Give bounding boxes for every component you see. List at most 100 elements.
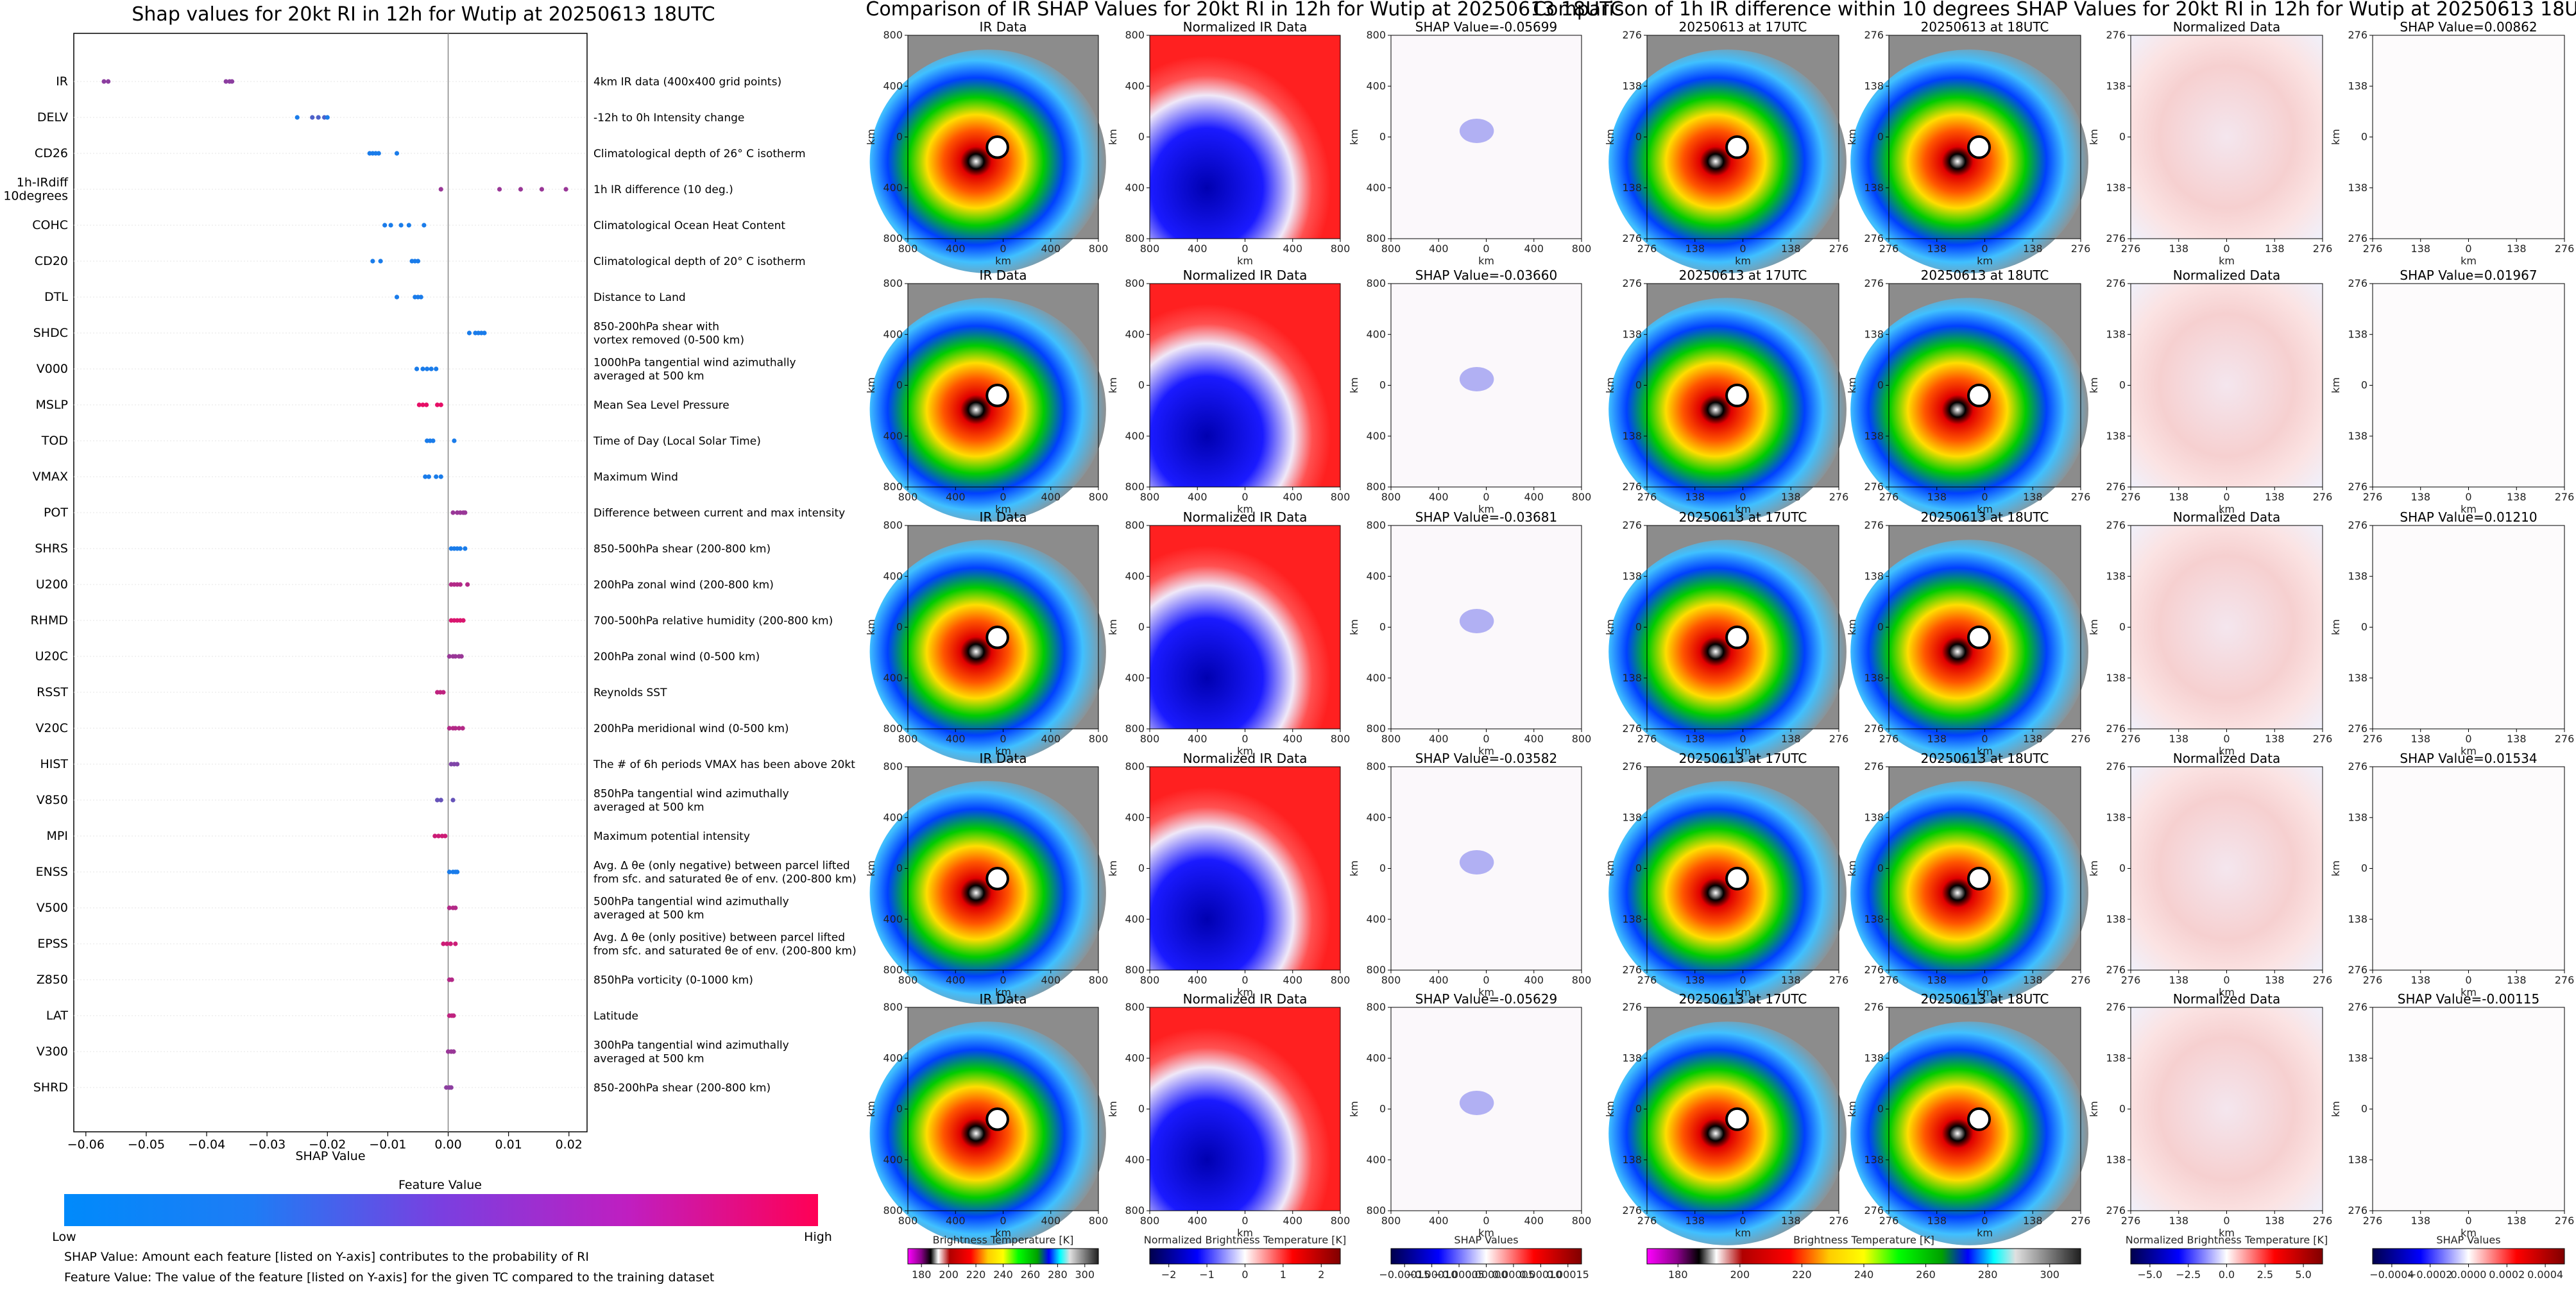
y-tick-label: 0 (1877, 131, 1884, 143)
ir-comparison-title: Comparison of IR SHAP Values for 20kt RI… (866, 0, 1623, 21)
y-axis-km-label: km (1604, 377, 1616, 393)
x-tick-label: 276 (2363, 974, 2383, 986)
x-tick-label: 138 (2265, 974, 2285, 986)
x-tick-label: 800 (1381, 1215, 1401, 1227)
y-tick-label: 138 (2106, 1154, 2126, 1166)
x-axis-km-label: km (2219, 503, 2235, 515)
y-axis-km-label: km (1604, 129, 1616, 145)
shap-point (438, 798, 443, 803)
x-tick-label: 0 (2223, 733, 2230, 745)
storm-eye (985, 135, 1009, 159)
panel-title: 20250613 at 17UTC (1679, 991, 1807, 1007)
x-tick-label: 800 (898, 974, 918, 986)
x-tick-label: 276 (1829, 974, 1849, 986)
y-axis-km-label: km (2088, 129, 2100, 145)
y-tick-label: 400 (1366, 80, 1386, 92)
x-axis-km-label: km (2461, 986, 2477, 998)
x-tick-label: 276 (1637, 491, 1657, 503)
y-tick-label: 800 (1125, 1204, 1145, 1216)
x-tick-label: 400 (1429, 243, 1449, 255)
x-tick-label: 0 (2223, 243, 2230, 255)
y-tick-label: 276 (1864, 964, 1884, 976)
normalized-diff-field (2131, 1007, 2323, 1211)
y-tick-label: 800 (883, 1001, 903, 1013)
feature-description: 850hPa vorticity (0-1000 km) (593, 974, 753, 987)
colorbar-tick-label: 5.0 (2295, 1268, 2311, 1281)
storm-eye (985, 626, 1009, 649)
feature-row: IR 4km IR data (400x400 grid points) (56, 74, 781, 89)
x-tick-label: 138 (1927, 733, 1947, 745)
x-tick-label: 800 (1381, 974, 1401, 986)
x-tick-label: 276 (1637, 243, 1657, 255)
normalized-ir-field (1150, 525, 1340, 729)
y-tick-label: 276 (2348, 481, 2367, 493)
y-tick-label: 138 (2348, 913, 2367, 925)
colorbar-tick-label: 180 (1668, 1268, 1688, 1281)
x-tick-label: 276 (2313, 733, 2333, 745)
ir-cloud-field (869, 781, 1106, 1005)
y-tick-label: 276 (2348, 277, 2367, 289)
colorbar-tick-label: −2.5 (2176, 1268, 2201, 1281)
x-tick-label: 138 (2410, 974, 2430, 986)
colorbar-high-label: High (804, 1230, 832, 1244)
panel-title: SHAP Value=-0.03660 (1415, 268, 1557, 283)
y-tick-label: 400 (1125, 1052, 1145, 1064)
x-tick-label: 400 (946, 491, 966, 503)
y-tick-label: 0 (1635, 131, 1642, 143)
colorbar-gradient (2372, 1248, 2565, 1265)
x-tick-label: 0 (1483, 974, 1489, 986)
feature-row: DTL Distance to Land (44, 290, 686, 304)
x-tick-label: 0 (1981, 974, 1988, 986)
x-tick-label: 138 (2265, 1215, 2285, 1227)
y-tick-label: 138 (1864, 811, 1884, 823)
x-axis-km-label: km (995, 503, 1011, 515)
feature-description: Maximum Wind (593, 471, 678, 484)
y-tick-label: 138 (1622, 913, 1642, 925)
y-axis-km-label: km (1846, 860, 1858, 876)
shap-summary-chart: Shap values for 20kt RI in 12h for Wutip… (3, 3, 856, 1285)
x-tick-label: 138 (2023, 243, 2043, 255)
y-tick-label: 400 (1366, 430, 1386, 442)
feature-row: V000 1000hPa tangential wind azimuthally a… (37, 357, 796, 383)
x-tick-label: 400 (1283, 243, 1302, 255)
shap-point (441, 690, 446, 695)
feature-value-note: Feature Value: The value of the feature … (64, 1270, 714, 1285)
ir-cloud-field (1850, 781, 2088, 1005)
x-tick-label: 400 (1524, 1215, 1544, 1227)
feature-name-label: V500 (37, 901, 68, 915)
y-tick-label: 138 (1622, 328, 1642, 340)
y-tick-label: 800 (883, 232, 903, 244)
feature-rows: IR 4km IR data (400x400 grid points) DELV -… (3, 74, 856, 1095)
x-tick-label: 800 (898, 733, 918, 745)
y-tick-label: 0 (1379, 862, 1386, 875)
x-tick-label: 400 (1429, 1215, 1449, 1227)
y-tick-label: 276 (2106, 1001, 2126, 1013)
colorbar-gradient (2130, 1248, 2323, 1265)
feature-description: Time of Day (Local Solar Time) (593, 435, 761, 448)
panel-title: Normalized Data (2173, 268, 2281, 283)
shap-point (450, 798, 456, 803)
x-tick-label: 138 (2023, 491, 2043, 503)
feature-name-label: CD20 (35, 254, 68, 268)
normalized-ir-field (1150, 284, 1340, 487)
colorbar-tick-label: −0.0004 (2369, 1268, 2414, 1281)
shap-point (441, 941, 446, 946)
x-tick-label: 800 (1572, 974, 1592, 986)
feature-row: V850 850hPa tangential wind azimuthally av… (37, 788, 789, 814)
colorbar-tick-label: 280 (1048, 1268, 1068, 1281)
shap-point (438, 187, 443, 192)
x-tick-label: 138 (2410, 1215, 2430, 1227)
feature-name-label: SHDC (33, 326, 68, 340)
y-axis-km-label: km (865, 1101, 877, 1117)
y-tick-label: 276 (1864, 519, 1884, 531)
feature-description: -12h to 0h Intensity change (593, 112, 744, 124)
ir-cloud-field (1608, 1021, 1847, 1245)
feature-description: 700-500hPa relative humidity (200-800 km… (593, 615, 833, 627)
x-tick-label: 276 (2071, 733, 2091, 745)
feature-name-label: TOD (41, 434, 68, 448)
x-tick-label: 400 (1524, 733, 1544, 745)
feature-name-label: U20C (35, 649, 68, 663)
